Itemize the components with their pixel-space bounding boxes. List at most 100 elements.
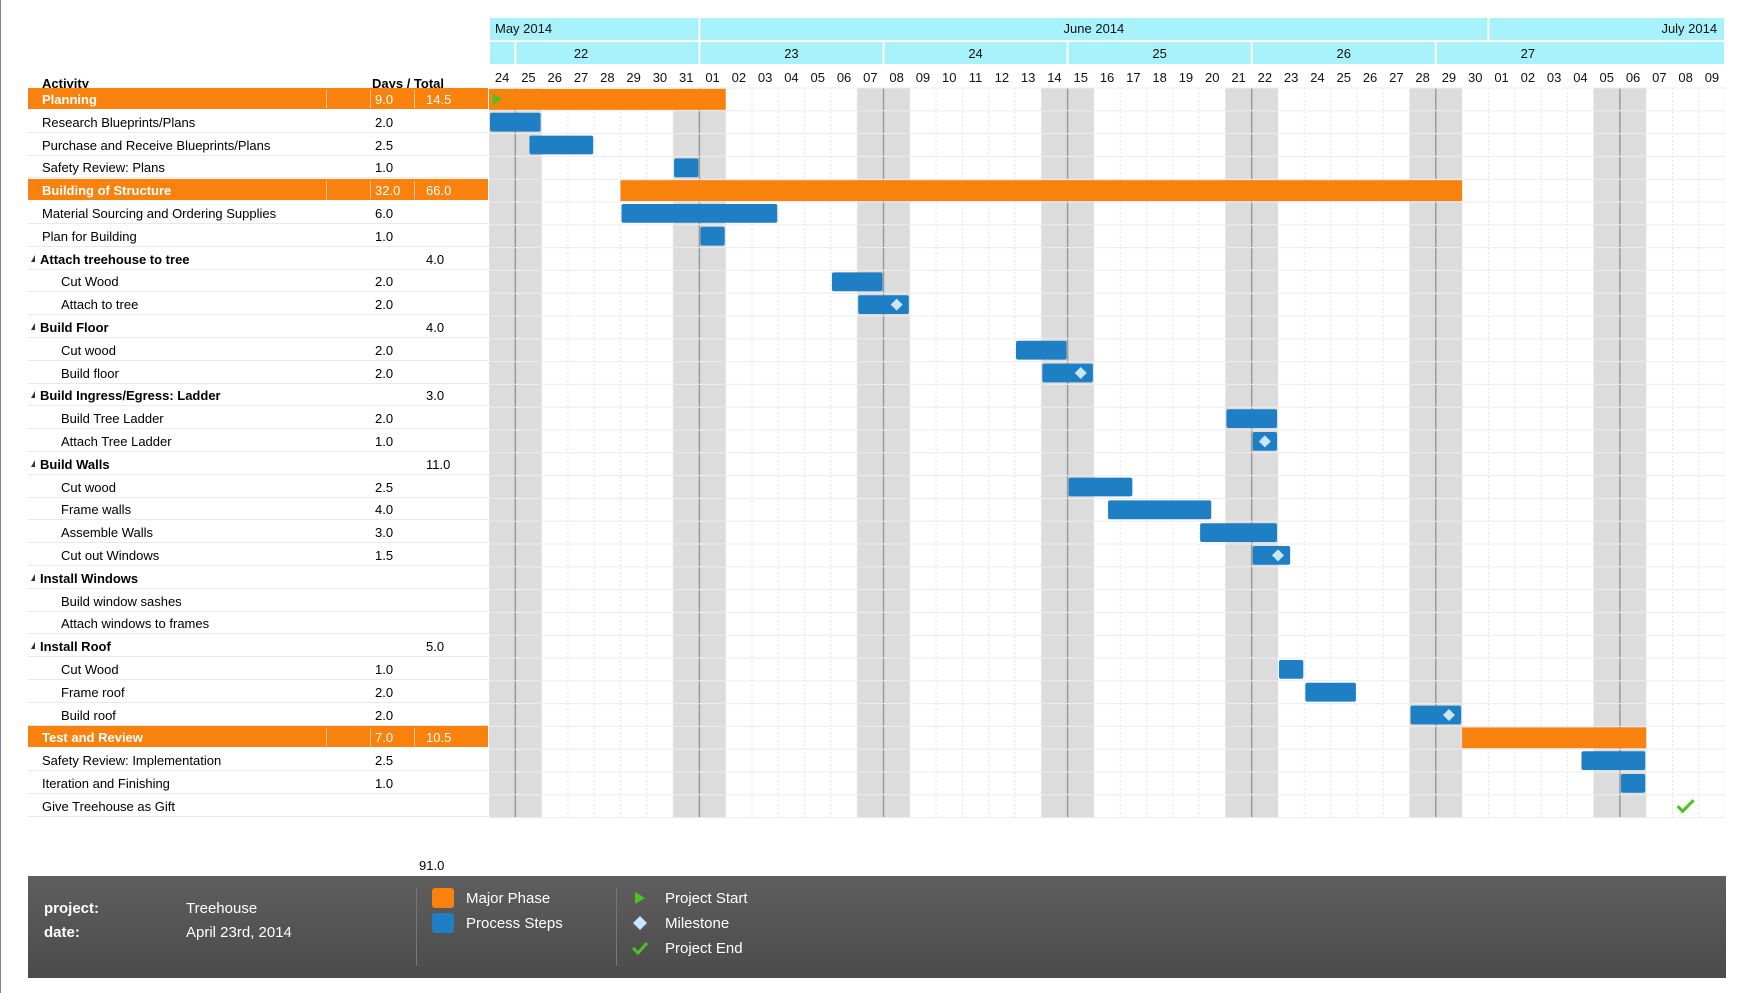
task-row[interactable]: Cut Wood 1.0 xyxy=(28,658,488,680)
day-label: 03 xyxy=(1547,70,1561,85)
process-step-bar[interactable] xyxy=(1252,546,1291,565)
group-row[interactable]: Install Roof 5.0 xyxy=(28,635,488,658)
task-row[interactable]: Attach to tree 2.0 xyxy=(28,293,488,316)
task-row[interactable]: Purchase and Receive Blueprints/Plans 2.5 xyxy=(28,134,488,156)
activity-name: Iteration and Finishing xyxy=(42,776,170,791)
task-row[interactable]: Build Tree Ladder 2.0 xyxy=(28,407,488,430)
day-label: 01 xyxy=(1494,70,1508,85)
process-step-bar[interactable] xyxy=(1226,409,1277,428)
process-step-bar[interactable] xyxy=(1581,751,1646,770)
group-row[interactable]: Build Ingress/Egress: Ladder 3.0 xyxy=(28,384,488,407)
activity-name: Attach to tree xyxy=(61,297,139,313)
day-label: 14 xyxy=(1047,70,1061,85)
phase-bar[interactable] xyxy=(1462,727,1647,749)
collapse-triangle-icon[interactable] xyxy=(31,573,35,581)
process-step-bar[interactable] xyxy=(490,112,541,132)
phase-row[interactable]: Test and Review 7.0 10.5 xyxy=(28,726,488,749)
week-label: 24 xyxy=(968,46,982,61)
activity-name: Attach windows to frames xyxy=(61,616,210,632)
task-row[interactable]: Iteration and Finishing 1.0 xyxy=(28,772,488,794)
task-row[interactable]: Cut out Windows 1.5 xyxy=(28,544,488,566)
day-label: 02 xyxy=(1521,70,1535,85)
phase-row[interactable]: Planning 9.0 14.5 xyxy=(28,88,488,110)
task-row[interactable]: Assemble Walls 3.0 xyxy=(28,521,488,544)
task-row[interactable]: Cut Wood 2.0 xyxy=(28,270,488,293)
collapse-triangle-icon[interactable] xyxy=(31,254,35,262)
group-row[interactable]: Build Floor 4.0 xyxy=(28,316,488,338)
phase-cell-divider xyxy=(370,181,371,200)
activity-days: 9.0 xyxy=(375,92,394,107)
activity-name: Assemble Walls xyxy=(61,525,153,541)
task-row[interactable]: Build floor 2.0 xyxy=(28,362,488,384)
activity-name: Frame roof xyxy=(61,684,125,700)
day-label: 03 xyxy=(758,70,772,85)
day-label: 07 xyxy=(1652,70,1666,85)
task-row[interactable]: Safety Review: Implementation 2.5 xyxy=(28,749,488,772)
collapse-triangle-icon[interactable] xyxy=(31,642,35,650)
month-header-cell xyxy=(700,18,1488,40)
task-row[interactable]: Research Blueprints/Plans 2.0 xyxy=(28,111,488,133)
day-label: 09 xyxy=(916,70,930,85)
activity-name: Build Tree Ladder xyxy=(61,411,164,427)
activity-total: 4.0 xyxy=(426,320,445,335)
day-label: 27 xyxy=(1389,70,1403,85)
collapse-triangle-icon[interactable] xyxy=(31,323,35,330)
task-row[interactable]: Cut wood 2.5 xyxy=(28,476,488,498)
activity-name: Cut Wood xyxy=(61,662,119,677)
task-row[interactable]: Attach Tree Ladder 1.0 xyxy=(28,430,488,452)
activity-days: 6.0 xyxy=(375,206,394,221)
process-step-bar[interactable] xyxy=(1016,340,1067,360)
task-row[interactable]: Frame roof 2.0 xyxy=(28,681,488,703)
legend-major-phase: Major Phase xyxy=(466,890,551,907)
task-row[interactable]: Plan for Building 1.0 xyxy=(28,225,488,247)
process-step-bar[interactable] xyxy=(1620,774,1646,793)
process-step-bar[interactable] xyxy=(1068,477,1133,497)
day-label: 22 xyxy=(1258,70,1272,85)
process-step-bar[interactable] xyxy=(1108,500,1212,520)
collapse-triangle-icon[interactable] xyxy=(31,391,35,399)
group-row[interactable]: Attach treehouse to tree 4.0 xyxy=(28,248,488,270)
process-step-bar[interactable] xyxy=(1200,523,1277,542)
task-row[interactable]: Material Sourcing and Ordering Supplies 6… xyxy=(28,202,488,224)
month-header-cell xyxy=(490,18,699,40)
process-step-bar[interactable] xyxy=(831,272,883,292)
group-row[interactable]: Build Walls 11.0 xyxy=(28,453,488,475)
phase-bar[interactable] xyxy=(620,180,1463,201)
task-row[interactable]: Build window sashes xyxy=(28,590,488,612)
task-row[interactable]: Frame walls 4.0 xyxy=(28,498,488,521)
task-row[interactable]: Safety Review: Plans 1.0 xyxy=(28,156,488,179)
process-step-bar[interactable] xyxy=(621,204,778,223)
day-label: 01 xyxy=(705,70,719,85)
day-label: 29 xyxy=(1442,70,1456,85)
legend-milestone: Milestone xyxy=(665,915,730,932)
phase-bar[interactable] xyxy=(489,89,726,110)
day-label: 15 xyxy=(1074,70,1088,85)
day-label: 31 xyxy=(679,70,693,85)
day-label: 26 xyxy=(548,70,562,85)
activity-name: Attach Tree Ladder xyxy=(61,434,172,449)
phase-row[interactable]: Building of Structure 32.0 66.0 xyxy=(28,179,488,202)
process-step-bar[interactable] xyxy=(529,135,594,155)
activity-total: 4.0 xyxy=(426,251,445,267)
activity-days: 2.5 xyxy=(375,753,394,769)
task-row[interactable]: Build roof 2.0 xyxy=(28,704,488,726)
start-flag-icon xyxy=(493,93,502,106)
task-row[interactable]: Give Treehouse as Gift xyxy=(28,795,488,817)
collapse-triangle-icon[interactable] xyxy=(31,459,35,467)
process-step-bar[interactable] xyxy=(1279,660,1304,679)
milestone-diamond-icon xyxy=(1074,367,1087,379)
activity-days: 2.0 xyxy=(375,684,394,700)
activity-days: 1.0 xyxy=(375,434,394,449)
activity-days: 2.0 xyxy=(375,411,394,427)
activity-days: 1.0 xyxy=(375,662,394,677)
task-row[interactable]: Cut wood 2.0 xyxy=(28,339,488,361)
group-row[interactable]: Install Windows xyxy=(28,567,488,589)
day-label: 19 xyxy=(1179,70,1193,85)
process-step-bar[interactable] xyxy=(674,158,699,178)
process-step-bar[interactable] xyxy=(1305,682,1356,702)
process-step-bar[interactable] xyxy=(700,226,725,246)
activity-days: 4.0 xyxy=(375,502,394,518)
activity-total: 66.0 xyxy=(426,183,452,199)
task-row[interactable]: Attach windows to frames xyxy=(28,612,488,635)
grand-total: 91.0 xyxy=(419,858,445,873)
